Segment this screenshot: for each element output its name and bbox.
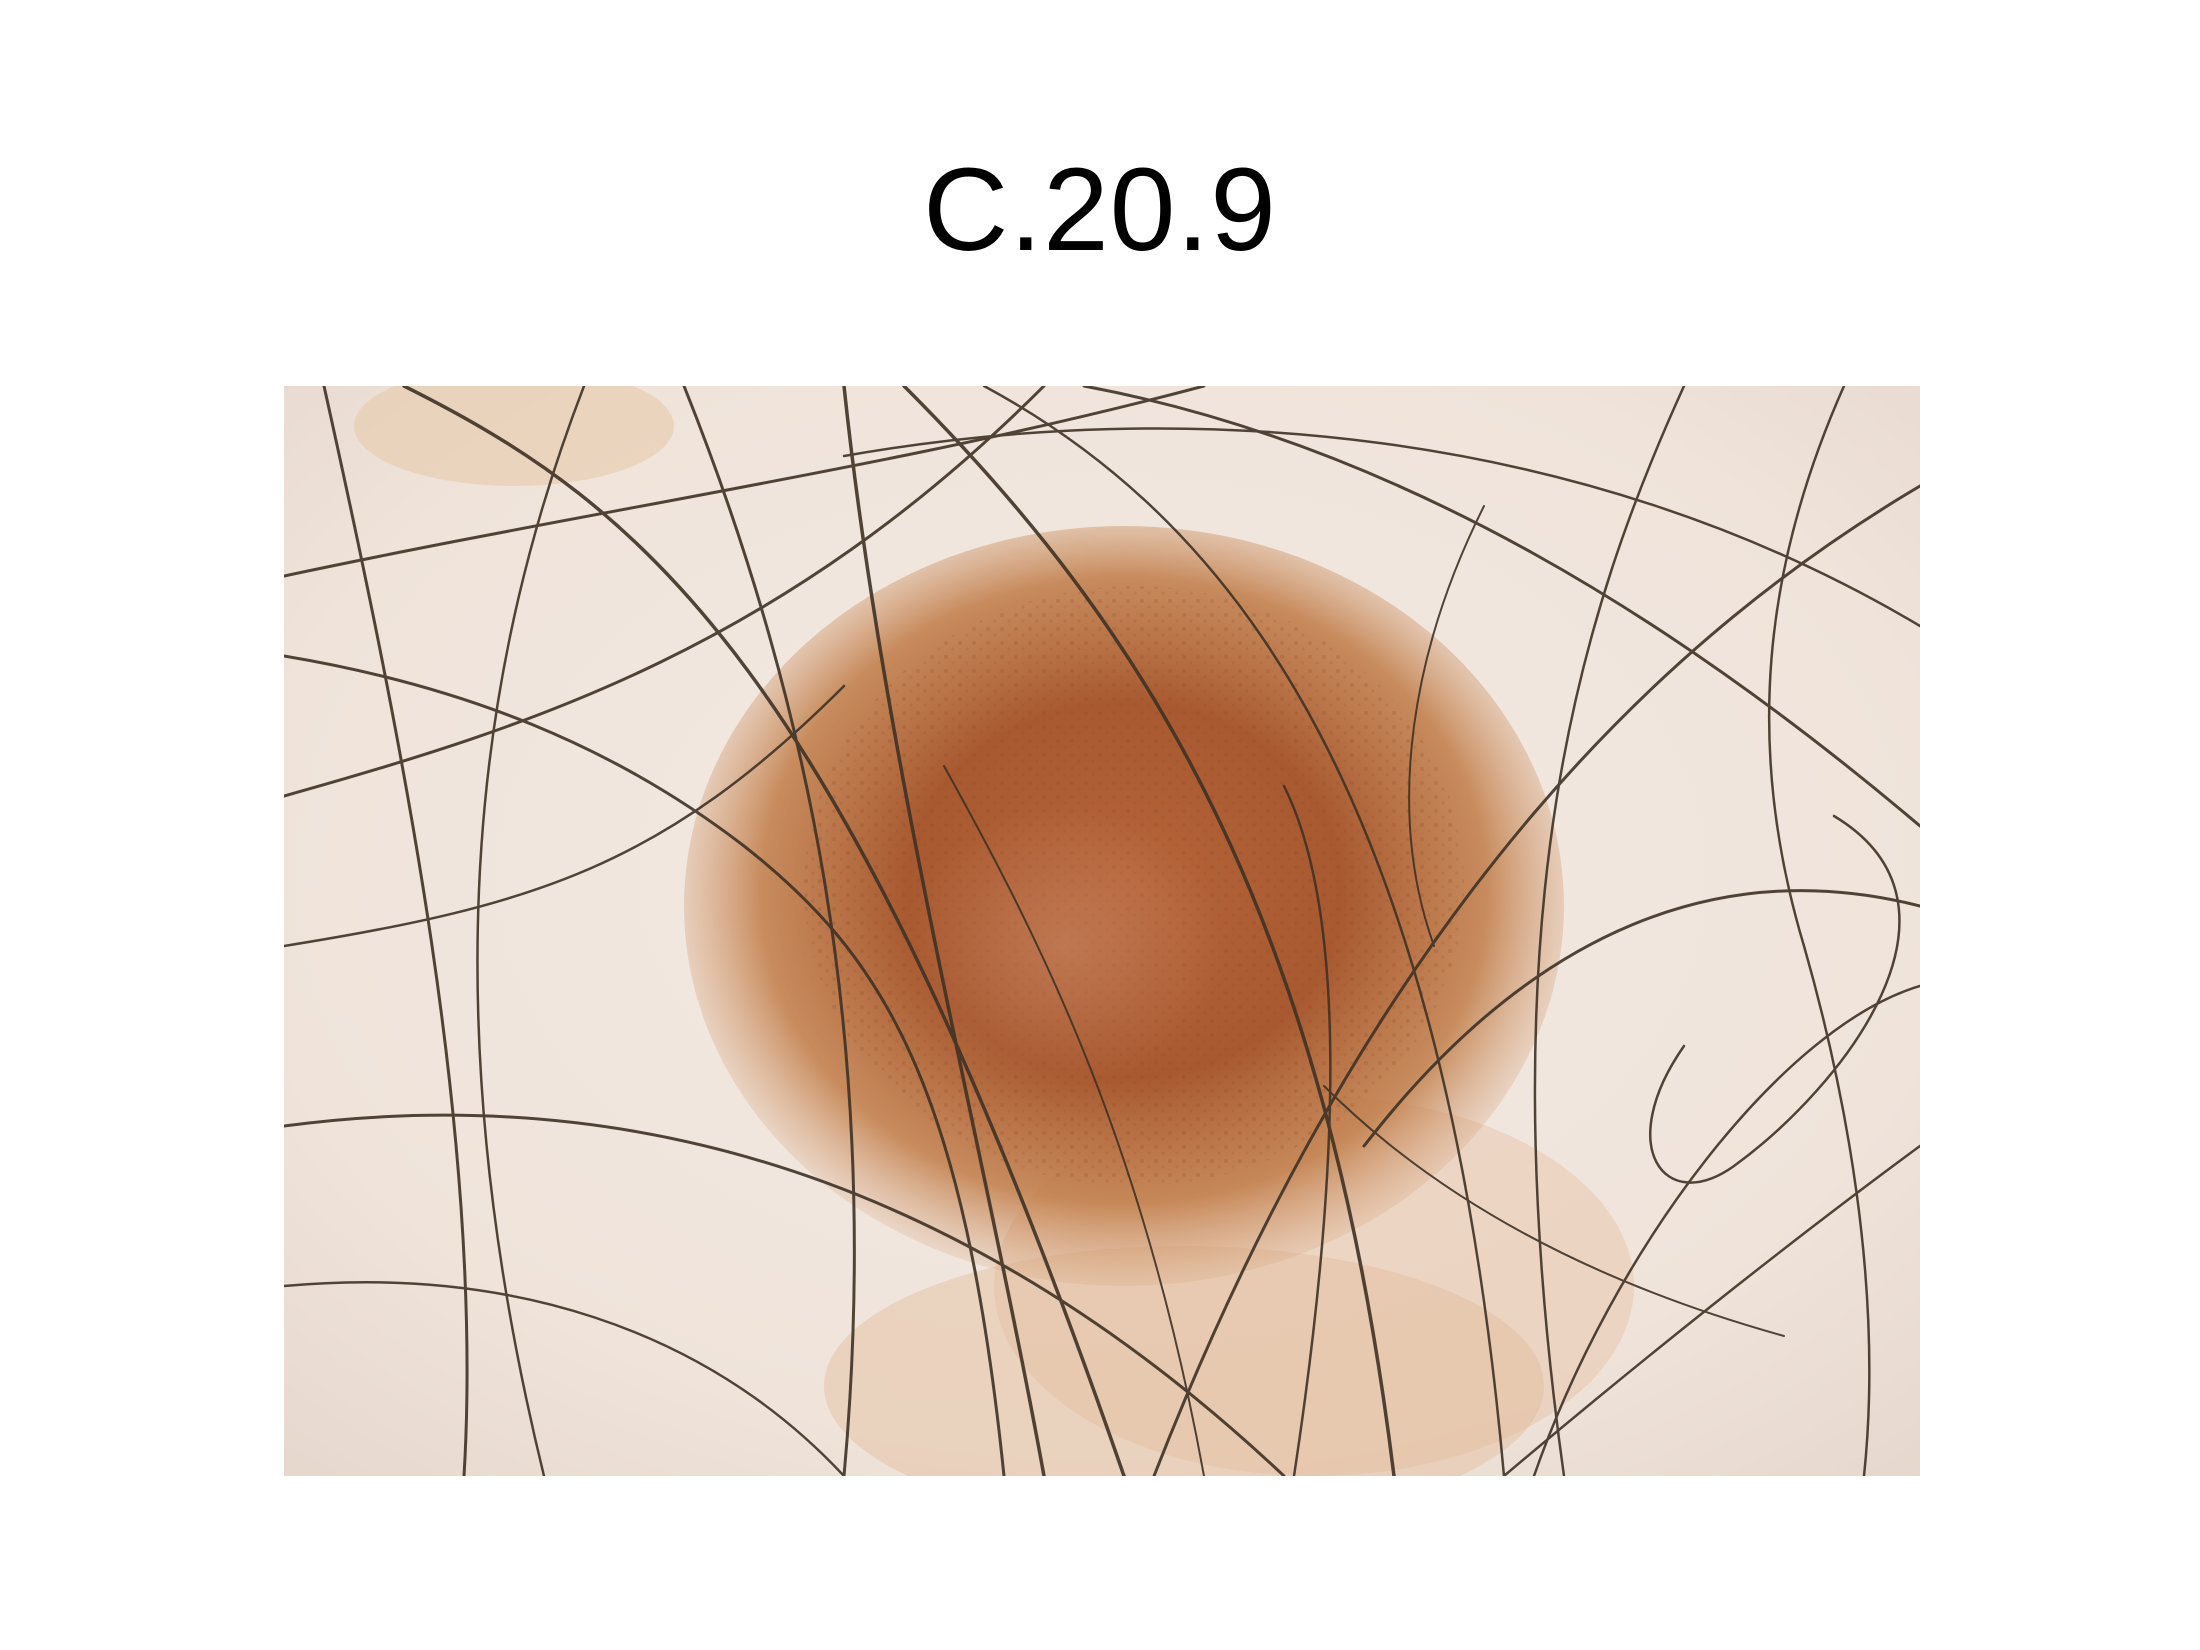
dermoscopy-image [284,386,1920,1476]
hair-strands [284,386,1920,1476]
slide-title: C.20.9 [923,144,1277,276]
dermoscopy-photo [284,386,1920,1476]
